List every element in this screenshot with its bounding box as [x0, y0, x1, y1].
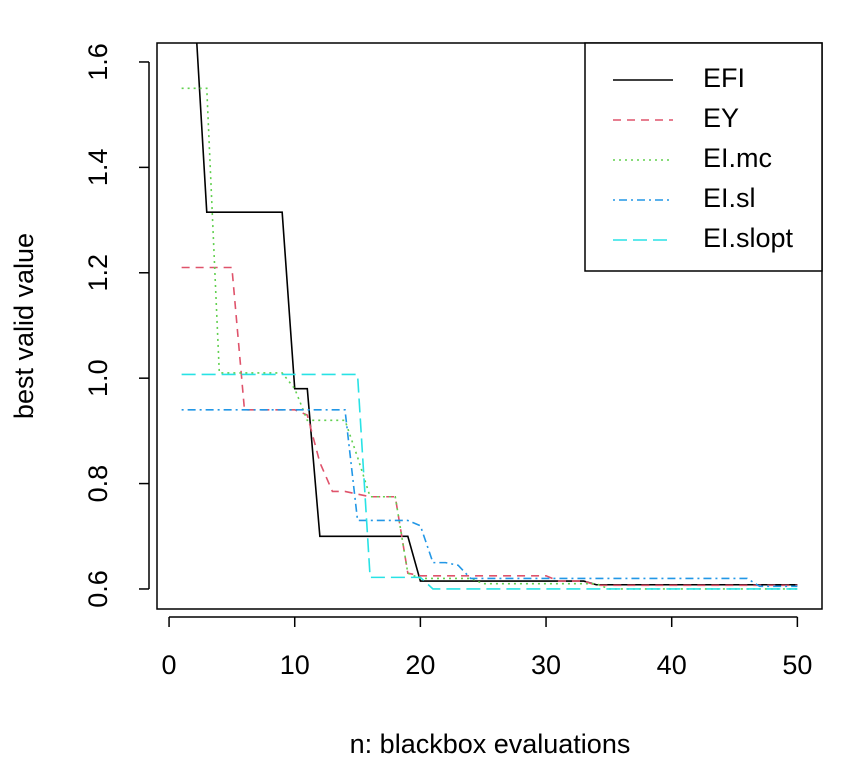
series-line	[181, 266, 798, 587]
legend-label: EI.mc	[703, 143, 772, 173]
y-tick-label: 0.6	[83, 570, 113, 608]
plot-frame	[156, 42, 823, 610]
x-tick-label: 10	[280, 650, 310, 680]
legend-label: EFI	[703, 63, 745, 93]
plot-area	[181, 43, 798, 590]
x-tick-label: 30	[531, 650, 561, 680]
series-line	[196, 43, 798, 586]
y-tick-label: 1.4	[83, 149, 113, 187]
legend-box	[584, 42, 823, 272]
x-axis-label: n: blackbox evaluations	[350, 729, 631, 759]
y-axis-label: best valid value	[9, 233, 39, 419]
legend-label: EI.slopt	[703, 223, 794, 253]
x-tick-label: 0	[162, 650, 177, 680]
y-tick-label: 1.0	[83, 359, 113, 397]
legend-label: EI.sl	[703, 183, 756, 213]
y-tick-label: 1.2	[83, 254, 113, 292]
x-tick-label: 50	[782, 650, 812, 680]
y-tick-label: 0.8	[83, 465, 113, 503]
series-line	[181, 408, 798, 588]
x-tick-label: 40	[657, 650, 687, 680]
x-tick-label: 20	[405, 650, 435, 680]
y-tick-label: 1.6	[83, 43, 113, 81]
series-line	[181, 373, 798, 590]
legend-label: EY	[703, 103, 739, 133]
